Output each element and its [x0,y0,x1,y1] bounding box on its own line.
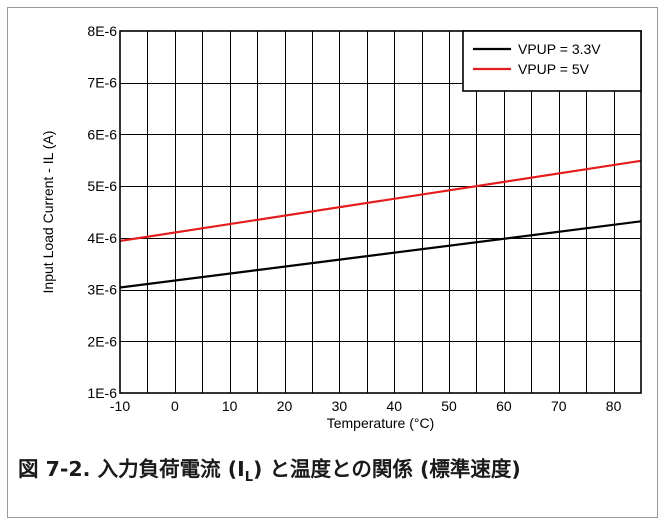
y-tick-label: 8E-6 [87,23,117,39]
x-tick-label: 0 [171,398,179,414]
series-line-1 [119,220,642,289]
legend-box [462,30,642,92]
x-tick-label: 60 [496,398,512,414]
y-tick-label: 7E-6 [87,75,117,91]
caption-subscript: L [244,470,254,485]
x-tick-label: -10 [110,398,130,414]
x-tick-label: 10 [222,398,238,414]
y-axis-title: Input Load Current - IL (A) [40,131,56,294]
y-tick-label: 3E-6 [87,282,117,298]
x-tick-label: 20 [277,398,293,414]
legend-label-2: VPUP = 5V [518,61,590,77]
series-line-2 [119,159,642,243]
y-tick-label: 2E-6 [87,333,117,349]
x-tick-label: 40 [386,398,402,414]
caption-suffix: ) と温度との関係 (標準速度) [253,457,521,481]
figure-frame [7,7,658,518]
x-axis-title: Temperature (°C) [327,415,435,431]
x-tick-label: 50 [441,398,457,414]
x-tick-label: 30 [332,398,348,414]
y-tick-label: 4E-6 [87,230,117,246]
plot-area-border [119,30,642,394]
y-tick-label: 6E-6 [87,126,117,142]
y-tick-label: 1E-6 [87,385,117,401]
legend-label-1: VPUP = 3.3V [518,41,601,57]
x-tick-label: 70 [551,398,567,414]
legend: VPUP = 3.3V VPUP = 5V [462,30,642,92]
figure-caption: 図 7-2. 入力負荷電流 (IL) と温度との関係 (標準速度) [18,452,658,485]
x-tick-label: 80 [606,398,622,414]
y-tick-label: 5E-6 [87,178,117,194]
caption-prefix: 図 7-2. 入力負荷電流 (I [18,457,245,481]
